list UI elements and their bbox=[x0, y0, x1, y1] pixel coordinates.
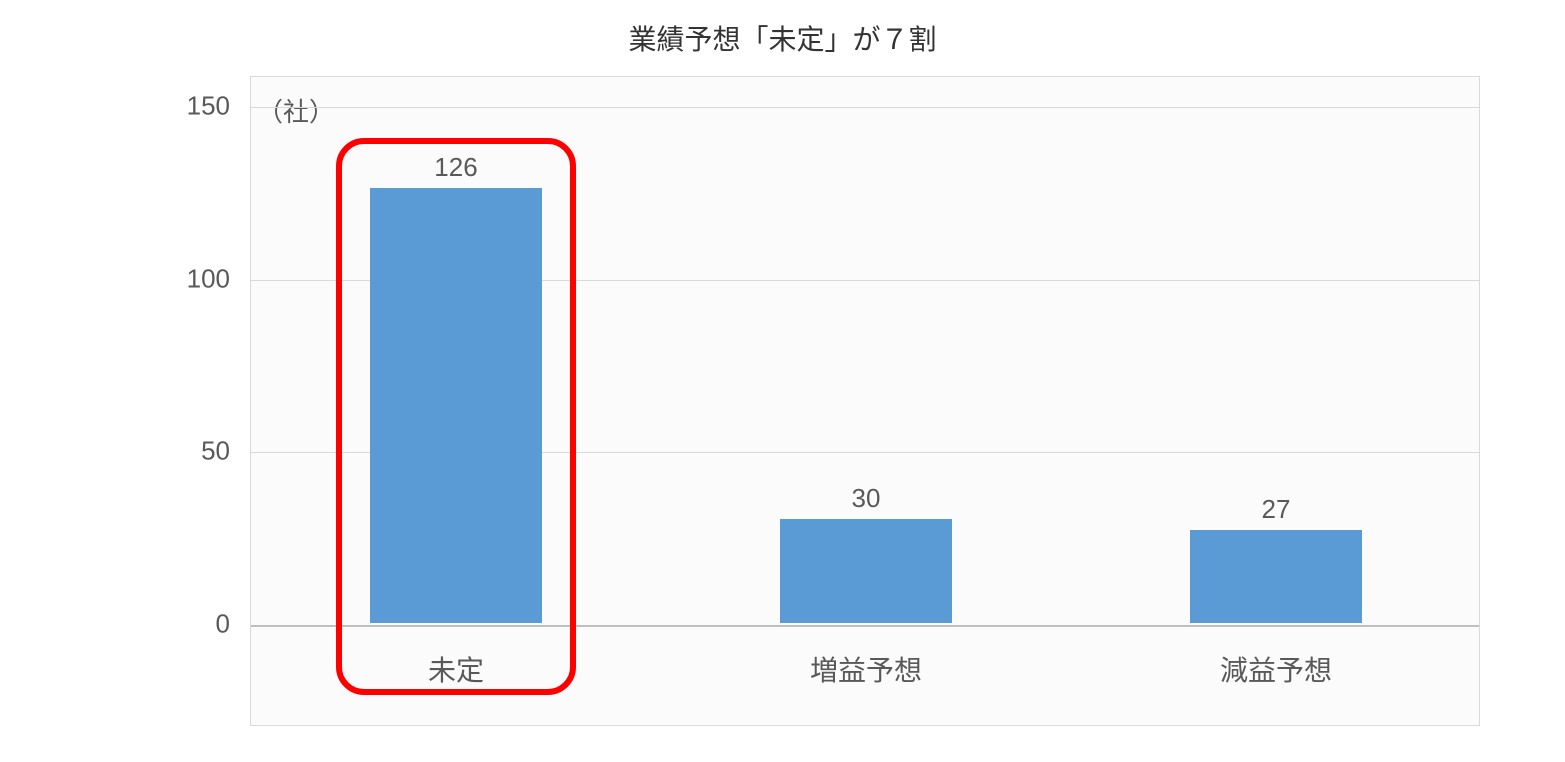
y-tick-label: 150 bbox=[160, 91, 230, 122]
plot-area: （社） 126未定30増益予想27減益予想 bbox=[250, 76, 1480, 726]
bar-value-label: 27 bbox=[1262, 494, 1291, 525]
y-tick-label: 0 bbox=[160, 609, 230, 640]
chart-title: 業績予想「未定」が７割 bbox=[628, 18, 936, 58]
bar bbox=[1190, 530, 1362, 623]
bar bbox=[780, 519, 952, 623]
x-category-label: 増益予想 bbox=[810, 649, 922, 689]
y-tick-label: 100 bbox=[160, 263, 230, 294]
y-tick-label: 50 bbox=[160, 436, 230, 467]
x-category-label: 減益予想 bbox=[1220, 649, 1332, 689]
y-axis-unit-label: （社） bbox=[257, 92, 335, 129]
gridline bbox=[251, 107, 1479, 108]
chart-container: { "chart": { "type": "bar", "title": "業績… bbox=[0, 0, 1565, 762]
highlight-box bbox=[336, 138, 576, 695]
bar-value-label: 30 bbox=[852, 483, 881, 514]
